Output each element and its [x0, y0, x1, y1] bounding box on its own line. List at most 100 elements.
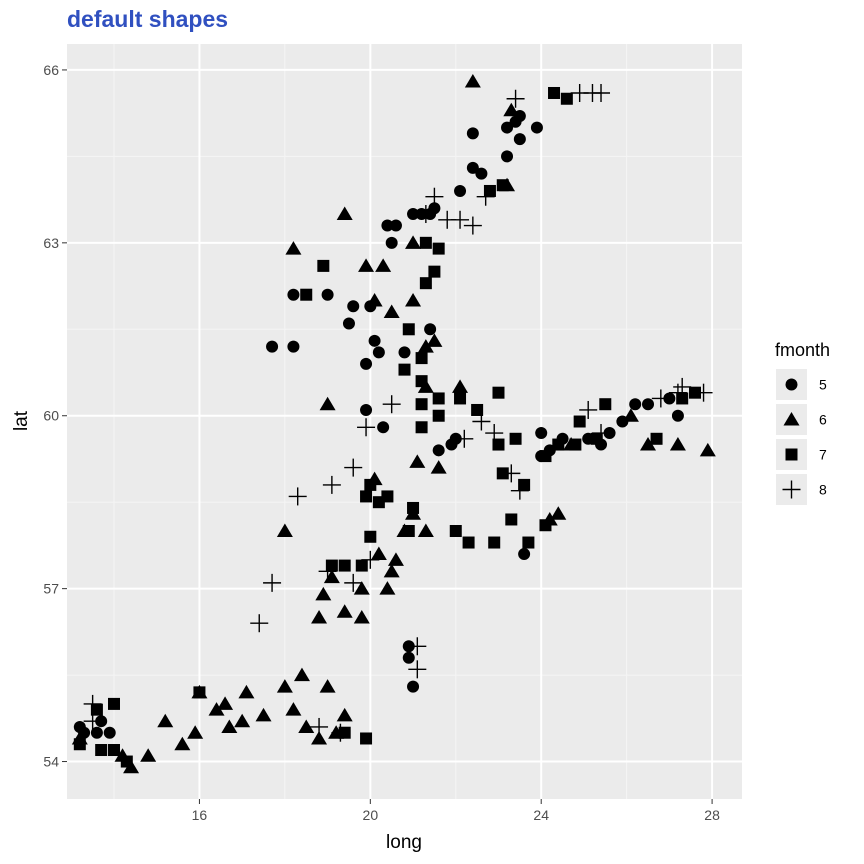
- data-point-circle: [103, 726, 116, 739]
- data-point-triangle: [366, 292, 383, 307]
- data-point-circle: [347, 300, 360, 313]
- data-point-square: [90, 703, 103, 716]
- data-point-circle: [398, 346, 411, 359]
- data-point-triangle: [640, 437, 657, 451]
- data-point-square: [402, 323, 415, 336]
- data-point-plus: [83, 694, 102, 713]
- data-point-square: [650, 432, 663, 445]
- data-point-circle: [287, 288, 300, 301]
- data-point-circle: [360, 357, 373, 370]
- legend: 5 6 7 8: [776, 369, 827, 505]
- axes: 16 20 24 28 54 57 60 63 66: [43, 62, 720, 823]
- data-point-circle: [368, 334, 381, 347]
- data-point-triangle: [187, 725, 204, 739]
- data-point-square: [676, 392, 689, 405]
- data-point-triangle: [430, 460, 447, 474]
- data-point-plus: [592, 83, 611, 102]
- data-point-triangle: [405, 292, 422, 307]
- data-point-triangle: [550, 506, 567, 520]
- data-point-plus: [318, 562, 337, 581]
- data-point-plus: [408, 637, 427, 656]
- data-point-square: [95, 744, 108, 757]
- data-point-plus: [694, 383, 713, 402]
- data-point-circle: [407, 680, 420, 693]
- data-point-triangle: [336, 707, 353, 722]
- data-point-circle: [360, 403, 373, 416]
- data-point-circle: [454, 184, 467, 197]
- data-point-triangle: [699, 442, 716, 457]
- data-point-circle: [501, 121, 514, 134]
- data-point-square: [483, 184, 496, 197]
- data-point-square: [402, 525, 415, 538]
- data-point-triangle: [336, 604, 353, 618]
- data-point-square: [505, 513, 518, 526]
- data-point-triangle: [140, 748, 157, 762]
- data-point-plus: [485, 424, 504, 443]
- data-point-square: [415, 352, 428, 365]
- data-point-triangle: [293, 667, 310, 682]
- data-point-plus: [310, 717, 329, 736]
- data-point-square: [381, 490, 394, 503]
- data-point-square: [471, 403, 484, 416]
- data-point-plus: [344, 573, 363, 592]
- data-point-triangle: [417, 339, 434, 353]
- data-point-plus: [361, 550, 380, 569]
- data-point-triangle: [375, 258, 392, 272]
- data-point-plus: [455, 429, 474, 448]
- data-point-plus: [288, 487, 307, 506]
- data-point-triangle: [452, 379, 469, 393]
- grid-major: [67, 44, 742, 799]
- data-point-plus: [357, 418, 376, 437]
- data-point-triangle: [285, 241, 302, 255]
- data-point-circle: [342, 317, 355, 330]
- data-point-triangle: [405, 235, 422, 249]
- data-point-square: [488, 536, 501, 549]
- data-point-square: [317, 259, 330, 272]
- data-point-plus: [408, 660, 427, 679]
- data-point-circle: [389, 219, 402, 232]
- data-point-plus: [476, 187, 495, 206]
- y-tick-label: 60: [43, 408, 59, 424]
- data-point-circle: [287, 340, 300, 353]
- data-point-plus: [250, 614, 269, 633]
- data-point-circle: [501, 150, 514, 163]
- data-point-triangle: [217, 696, 234, 710]
- data-point-triangle: [426, 333, 443, 347]
- data-point-triangle: [311, 609, 328, 624]
- data-point-plus: [331, 723, 350, 742]
- data-point-square: [360, 490, 373, 503]
- x-tick-label: 16: [192, 807, 208, 823]
- data-point-circle: [381, 219, 394, 232]
- data-point-triangle: [503, 102, 520, 117]
- data-point-square: [300, 288, 313, 301]
- legend-label: 7: [819, 447, 827, 463]
- data-point-plus: [263, 573, 282, 592]
- data-point-triangle: [319, 396, 336, 411]
- data-point-circle: [385, 236, 398, 249]
- data-point-circle: [475, 167, 488, 180]
- data-point-square: [360, 732, 373, 745]
- data-points: [71, 73, 716, 774]
- data-point-circle: [402, 651, 415, 664]
- data-point-triangle: [174, 736, 191, 751]
- data-point-plus: [83, 712, 102, 731]
- data-point-square: [569, 438, 582, 451]
- chart-title: default shapes: [67, 6, 229, 32]
- data-point-square: [462, 536, 475, 549]
- data-point-square: [407, 501, 420, 514]
- data-point-square: [492, 438, 505, 451]
- data-point-triangle: [315, 586, 332, 601]
- data-point-plus: [506, 89, 525, 108]
- data-point-square: [496, 179, 509, 192]
- data-point-circle: [629, 398, 642, 411]
- data-point-plus: [451, 210, 470, 229]
- data-point-circle: [513, 133, 526, 146]
- data-point-triangle: [417, 523, 434, 538]
- data-point-square: [492, 386, 505, 399]
- data-point-circle: [432, 444, 445, 457]
- data-point-triangle: [221, 719, 238, 733]
- data-point-circle: [90, 726, 103, 739]
- data-point-triangle: [234, 713, 251, 728]
- data-point-circle: [372, 346, 385, 359]
